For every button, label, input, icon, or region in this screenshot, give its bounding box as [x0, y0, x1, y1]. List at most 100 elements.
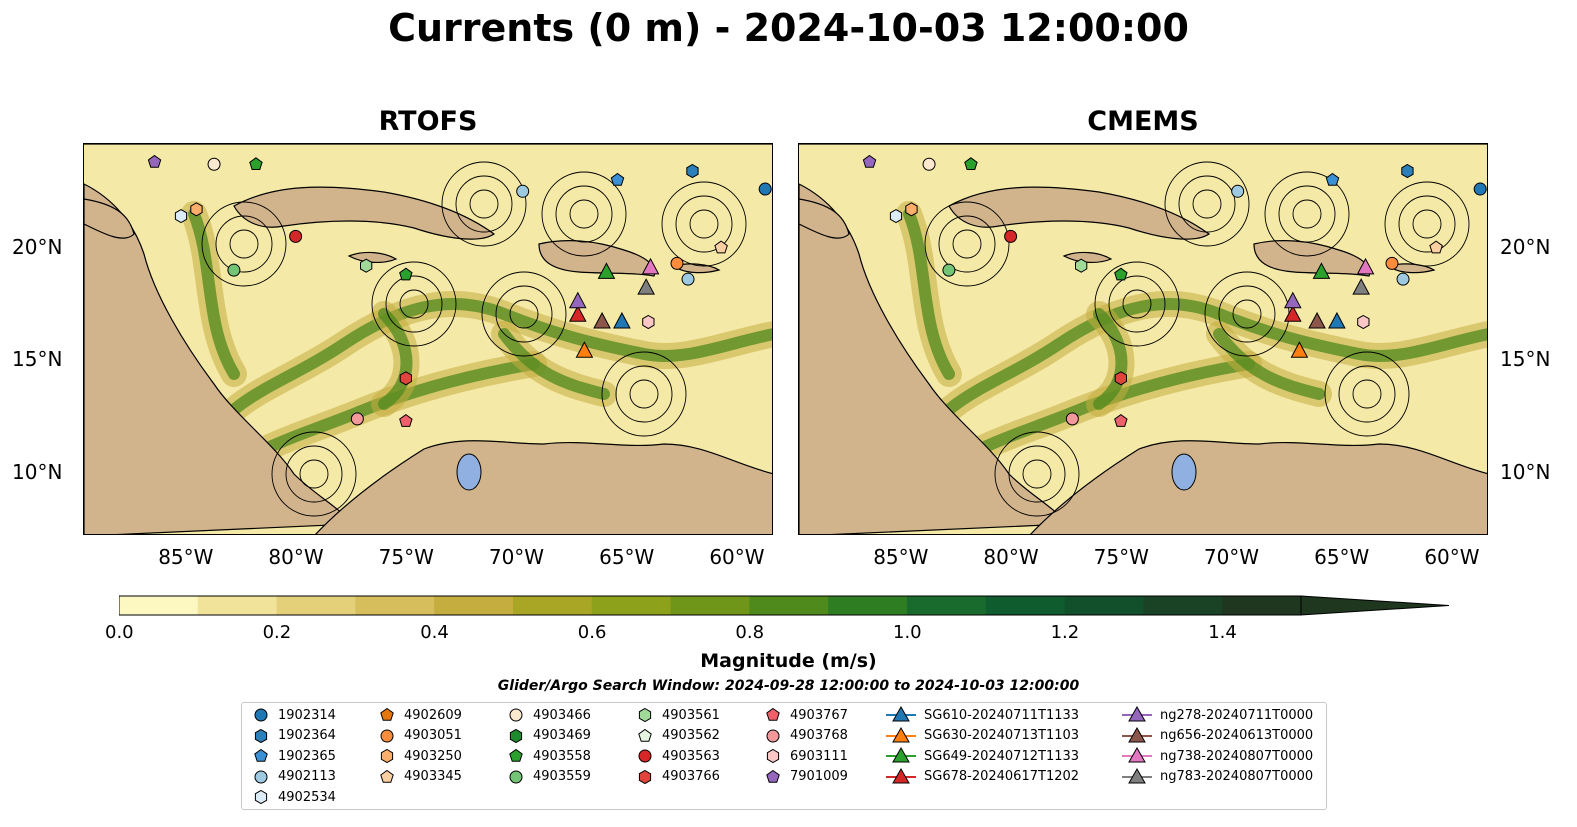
- colorbar-title: Magnitude (m/s): [700, 650, 877, 672]
- land: [84, 183, 356, 534]
- legend-marker: [638, 749, 652, 763]
- legend-marker: [638, 707, 652, 723]
- argo-float-7901009: [862, 154, 877, 168]
- legend-label: 1902314: [278, 707, 336, 723]
- argo-float-4902113: [1396, 272, 1410, 286]
- legend-label: ng656-20240613T0000: [1160, 728, 1314, 743]
- colorbar-tick-label: 0.2: [262, 622, 292, 643]
- legend-marker: [254, 728, 268, 743]
- legend-triangle: [892, 767, 910, 783]
- streamline: [1108, 275, 1166, 333]
- argo-float-1902365: [610, 172, 625, 186]
- x-tick-label: 85°W: [873, 545, 929, 569]
- streamline: [495, 285, 553, 343]
- land: [1030, 440, 1487, 534]
- legend-marker: [766, 769, 780, 783]
- argo-float-1902364: [686, 163, 699, 179]
- glider-ng783-20240807T0000: [1352, 278, 1370, 295]
- argo-float-4903559: [227, 263, 241, 277]
- streamline: [629, 379, 659, 409]
- streamline: [1398, 195, 1456, 253]
- glider-SG610-20240711T1133: [1328, 311, 1346, 329]
- legend-entry: 1902365: [252, 746, 336, 766]
- legend-label: 4903466: [533, 707, 591, 723]
- glider-SG630-20240713T1103: [575, 341, 594, 358]
- legend-entry: SG610-20240711T1133: [886, 705, 1079, 725]
- legend-triangle: [1128, 767, 1146, 783]
- streamline: [601, 351, 687, 437]
- x-tick-label: 85°W: [158, 545, 214, 569]
- legend-label: 6903111: [790, 748, 848, 764]
- streamline: [371, 261, 457, 347]
- legend-polygon: [254, 728, 268, 743]
- legend-entry: ng783-20240807T0000: [1122, 767, 1313, 787]
- colorbar-segment: [670, 596, 750, 615]
- legend-circle: [509, 708, 523, 722]
- argo-float-4902534: [174, 209, 188, 224]
- streamline: [675, 195, 733, 253]
- argo-float-4903558: [399, 267, 413, 281]
- streamline: [1192, 189, 1222, 219]
- streamline: [555, 185, 613, 243]
- lake-maracaibo: [456, 453, 482, 491]
- legend-label: 4903559: [533, 769, 591, 784]
- legend-entry: SG630-20240713T1103: [886, 726, 1079, 746]
- rtofs-map: [83, 143, 773, 535]
- legend-label: SG630-20240713T1103: [924, 728, 1080, 743]
- argo-float-4903558: [964, 157, 978, 170]
- x-tick-label: 75°W: [378, 545, 434, 569]
- argo-float-4903767: [399, 413, 413, 427]
- legend-marker: [638, 728, 652, 742]
- legend-marker: [254, 789, 268, 805]
- argo-float-4903561: [360, 258, 373, 273]
- legend-polygon: [380, 769, 394, 783]
- colorbar-segment: [749, 596, 829, 615]
- legend-entry: 4903466: [507, 705, 591, 725]
- legend-marker: [766, 729, 780, 742]
- argo-float-4903345: [714, 240, 728, 254]
- streamline: [1122, 289, 1152, 319]
- x-tick-label: 60°W: [709, 545, 765, 569]
- colorbar-tick-label: 0.6: [577, 622, 607, 643]
- legend-entry: 4903469: [507, 726, 591, 746]
- land: [233, 186, 496, 240]
- glider-ng783-20240807T0000: [637, 278, 655, 295]
- legend-polygon: [380, 748, 394, 764]
- glider-ng278-20240711T0000: [1283, 291, 1302, 309]
- legend-entry: 6903111: [764, 746, 848, 766]
- land: [948, 186, 1211, 240]
- x-tick-label: 75°W: [1093, 545, 1149, 569]
- legend-label: 1902365: [278, 748, 336, 764]
- streamline: [1022, 459, 1052, 489]
- streamline: [441, 161, 527, 247]
- argo-float-4903250: [905, 202, 918, 217]
- panel-title-cmems: CMEMS: [1087, 106, 1199, 137]
- legend-label: 4903345: [404, 769, 462, 784]
- legend-entry: 4903562: [636, 726, 720, 746]
- colorbar-frame: [118, 595, 1302, 616]
- argo-float-4903345: [1429, 240, 1443, 254]
- legend-marker: [766, 707, 780, 721]
- legend-entry: 4903250: [378, 746, 462, 766]
- glider-ng738-20240807T0000: [1356, 257, 1375, 275]
- streamline: [569, 199, 599, 229]
- colorbar-segment: [1143, 596, 1223, 615]
- legend-label: 4903051: [404, 728, 462, 743]
- y-tick-label-right: 10°N: [1500, 459, 1551, 484]
- legend-marker: [1122, 726, 1152, 742]
- legend-marker: [380, 769, 394, 783]
- legend-triangle: [1128, 706, 1146, 722]
- legend-entry: 4902609: [378, 705, 462, 725]
- argo-float-4903558: [249, 157, 263, 170]
- legend-label: 4903558: [533, 748, 591, 764]
- x-tick-label: 65°W: [1314, 545, 1370, 569]
- current-core: [378, 308, 413, 410]
- legend-marker: [509, 770, 523, 783]
- legend-marker: [254, 770, 268, 783]
- argo-float-1902365: [1325, 172, 1340, 186]
- colorbar-tick-label: 1.4: [1208, 622, 1237, 643]
- colorbar-segment: [1064, 596, 1144, 615]
- streamline: [299, 459, 329, 489]
- legend-marker: [1122, 767, 1152, 783]
- legend-entry: ng278-20240711T0000: [1122, 705, 1313, 725]
